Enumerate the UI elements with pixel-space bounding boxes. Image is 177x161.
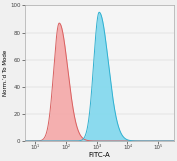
X-axis label: FITC-A: FITC-A — [88, 152, 110, 157]
Y-axis label: Norm.’d To Mode: Norm.’d To Mode — [4, 50, 8, 96]
